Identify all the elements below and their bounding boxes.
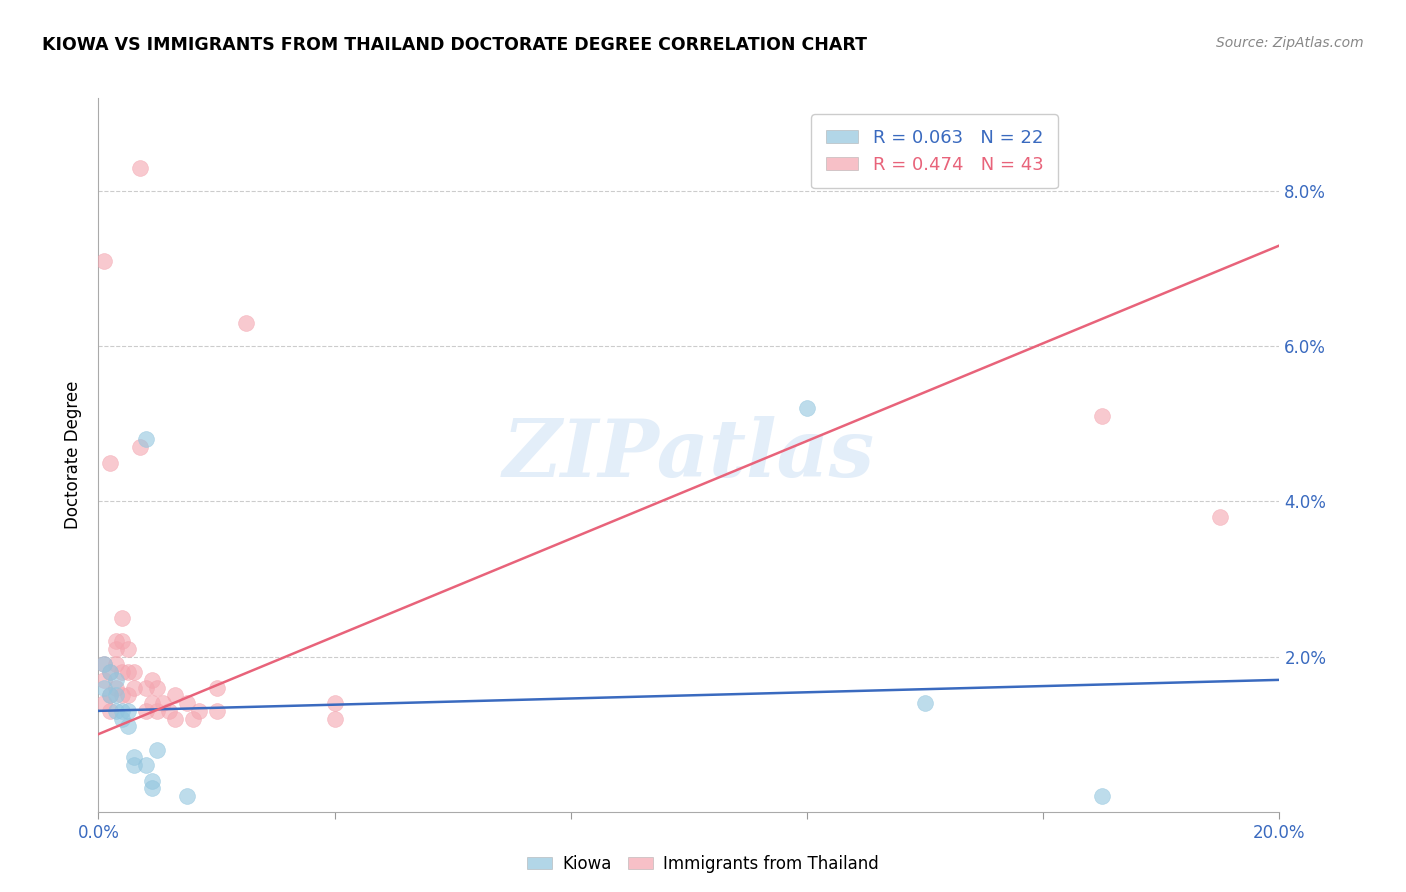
- Point: [117, 689, 139, 703]
- Point: [117, 641, 139, 656]
- Point: [105, 689, 128, 703]
- Point: [135, 681, 157, 695]
- Point: [93, 254, 115, 268]
- Point: [157, 704, 180, 718]
- Point: [93, 657, 115, 672]
- Point: [105, 704, 128, 718]
- Point: [141, 673, 163, 687]
- Point: [176, 789, 198, 804]
- Point: [105, 673, 128, 687]
- Point: [98, 689, 121, 703]
- Point: [235, 316, 257, 330]
- Point: [165, 712, 187, 726]
- Point: [111, 634, 134, 648]
- Point: [205, 704, 228, 718]
- Point: [105, 634, 128, 648]
- Point: [117, 704, 139, 718]
- Point: [165, 689, 187, 703]
- Point: [98, 689, 121, 703]
- Point: [205, 681, 228, 695]
- Point: [105, 681, 128, 695]
- Point: [135, 433, 157, 447]
- Point: [323, 696, 346, 710]
- Point: [111, 611, 134, 625]
- Point: [152, 696, 174, 710]
- Point: [141, 781, 163, 796]
- Point: [181, 712, 204, 726]
- Point: [111, 665, 134, 679]
- Point: [122, 758, 145, 772]
- Point: [135, 758, 157, 772]
- Legend: Kiowa, Immigrants from Thailand: Kiowa, Immigrants from Thailand: [520, 848, 886, 880]
- Point: [122, 681, 145, 695]
- Point: [122, 665, 145, 679]
- Point: [146, 681, 169, 695]
- Y-axis label: Doctorate Degree: Doctorate Degree: [65, 381, 83, 529]
- Point: [122, 750, 145, 764]
- Text: ZIPatlas: ZIPatlas: [503, 417, 875, 493]
- Point: [146, 704, 169, 718]
- Point: [93, 681, 115, 695]
- Point: [117, 719, 139, 733]
- Point: [141, 773, 163, 788]
- Point: [93, 696, 115, 710]
- Point: [105, 657, 128, 672]
- Point: [105, 641, 128, 656]
- Point: [93, 673, 115, 687]
- Point: [1209, 510, 1232, 524]
- Point: [1091, 409, 1114, 424]
- Text: Source: ZipAtlas.com: Source: ZipAtlas.com: [1216, 36, 1364, 50]
- Point: [796, 401, 818, 416]
- Point: [111, 712, 134, 726]
- Point: [117, 665, 139, 679]
- Point: [1091, 789, 1114, 804]
- Point: [111, 704, 134, 718]
- Point: [98, 665, 121, 679]
- Point: [187, 704, 209, 718]
- Point: [914, 696, 936, 710]
- Point: [323, 712, 346, 726]
- Point: [111, 689, 134, 703]
- Point: [98, 665, 121, 679]
- Point: [93, 657, 115, 672]
- Point: [141, 696, 163, 710]
- Point: [128, 440, 150, 454]
- Text: KIOWA VS IMMIGRANTS FROM THAILAND DOCTORATE DEGREE CORRELATION CHART: KIOWA VS IMMIGRANTS FROM THAILAND DOCTOR…: [42, 36, 868, 54]
- Point: [176, 696, 198, 710]
- Point: [135, 704, 157, 718]
- Point: [98, 704, 121, 718]
- Point: [128, 161, 150, 175]
- Point: [146, 742, 169, 756]
- Legend: R = 0.063   N = 22, R = 0.474   N = 43: R = 0.063 N = 22, R = 0.474 N = 43: [811, 114, 1057, 188]
- Point: [98, 456, 121, 470]
